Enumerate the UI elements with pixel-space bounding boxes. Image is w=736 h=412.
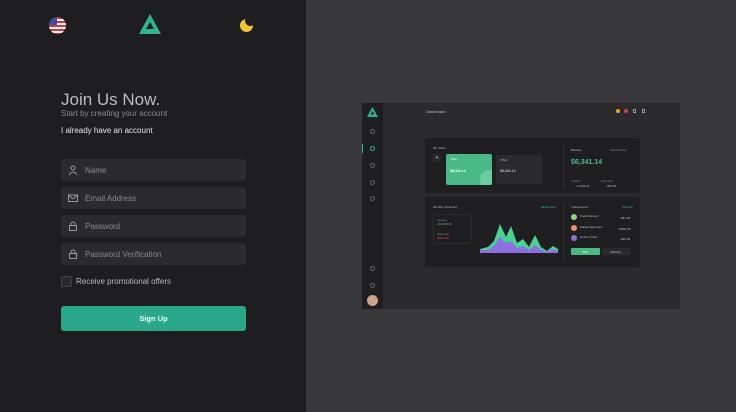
income-label: Income: [437, 218, 447, 222]
cards-icon: [370, 146, 375, 151]
page-subtitle: Start by creating your account: [61, 109, 168, 118]
search-icon: [370, 266, 375, 271]
card-decoration: [480, 170, 492, 185]
all-reports-link: All Reports: [541, 205, 556, 209]
tx-name: Market Earnings: [580, 225, 602, 229]
divider: [563, 203, 564, 261]
tx-name: Online Order: [580, 235, 598, 239]
avatar: [367, 295, 378, 306]
card-brand: VISA: [450, 157, 457, 161]
active-indicator: [362, 144, 363, 153]
us-flag-icon: [624, 109, 628, 113]
password-field[interactable]: [61, 215, 246, 237]
promo-checkbox-label[interactable]: Receive promotional offers: [76, 277, 172, 286]
moon-icon[interactable]: [240, 19, 253, 32]
expense-label: Expense: [437, 232, 449, 236]
view-all-link: View All: [622, 205, 633, 209]
triangle-logo-icon: [367, 107, 378, 117]
tx-amount: -$50.00: [620, 237, 631, 241]
sign-up-button[interactable]: Sign Up: [61, 306, 246, 331]
activity-icon: [370, 129, 375, 134]
settings-label: Settings: [610, 250, 621, 254]
income-value: +3,604.12: [576, 184, 590, 188]
balance-label: Balance: [571, 148, 582, 152]
settings-button: Settings: [602, 248, 631, 255]
transactions-title: Transactions: [571, 205, 589, 209]
tx-amount: -$81.00: [620, 216, 631, 220]
card-brand: VISA: [500, 158, 507, 162]
user-icon: [68, 165, 78, 175]
dashboard-preview: Dashboard My Cards + VISA $6,341.14 VISA…: [362, 103, 680, 309]
name-input[interactable]: [85, 165, 235, 175]
tx-amount: +$360.00: [618, 227, 631, 231]
expense-label: Expense: [601, 179, 613, 183]
card-amount: $6,341.14: [500, 169, 516, 173]
card-amount: $6,341.14: [450, 169, 466, 173]
triangle-logo-icon: [139, 14, 161, 34]
add-card-button: +: [433, 154, 441, 162]
signup-panel: Join Us Now. Start by creating your acco…: [0, 0, 306, 412]
card-primary: VISA $6,341.14: [446, 154, 492, 185]
tx-icon: [571, 235, 577, 241]
sun-icon: [616, 109, 620, 113]
bell-icon: [633, 109, 636, 113]
menu-icon: [642, 109, 645, 113]
us-flag-icon[interactable]: [49, 17, 66, 34]
balance-amount: $6,341.14: [571, 159, 603, 166]
summary-box: Income +$6,000.00 Expense -$664.23: [433, 214, 472, 244]
email-field[interactable]: [61, 187, 246, 209]
card-secondary: VISA $6,341.14: [496, 155, 542, 184]
help-icon: [370, 196, 375, 201]
tx-icon: [571, 214, 577, 220]
preview-sidebar: [362, 103, 383, 309]
login-link[interactable]: I already have an account: [61, 126, 153, 135]
divider: [563, 144, 564, 188]
lock-icon: [69, 249, 77, 259]
period-select: Last 30 days: [610, 148, 628, 152]
password-input[interactable]: [85, 221, 235, 231]
expense-value: -306.81: [606, 184, 617, 188]
lock-icon: [69, 221, 77, 231]
area-chart: [480, 224, 558, 253]
promo-checkbox[interactable]: [61, 276, 72, 287]
moon-icon: [370, 283, 375, 288]
monthly-summary-title: Monthly Summary: [433, 205, 458, 209]
settings-icon: [370, 180, 375, 185]
page-title: Join Us Now.: [61, 90, 161, 109]
my-cards-label: My Cards: [433, 146, 446, 150]
pay-label: Pay: [583, 250, 589, 254]
email-input[interactable]: [85, 193, 235, 203]
pay-button: Pay: [571, 248, 600, 255]
tx-name: Food Delivery: [580, 214, 599, 218]
area-series-purple: [480, 237, 558, 253]
password-verification-input[interactable]: [85, 249, 235, 259]
preview-title: Dashboard: [426, 109, 446, 114]
name-field[interactable]: [61, 159, 246, 181]
expense-value: -$664.23: [437, 236, 449, 240]
password-verification-field[interactable]: [61, 243, 246, 265]
income-value: +$6,000.00: [437, 222, 453, 226]
mail-icon: [68, 194, 78, 202]
globe-icon: [370, 163, 375, 168]
tx-icon: [571, 225, 577, 231]
cards-balance-panel: My Cards + VISA $6,341.14 VISA $6,341.14…: [425, 138, 640, 193]
income-label: Income: [571, 179, 581, 183]
summary-panel: Monthly Summary All Reports Income +$6,0…: [425, 197, 640, 267]
